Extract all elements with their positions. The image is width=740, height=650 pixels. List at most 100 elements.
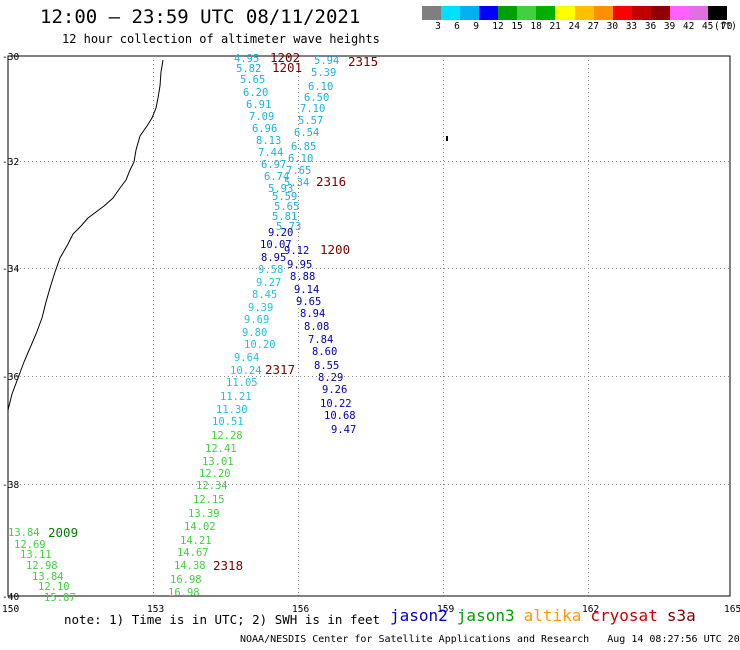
colorbar-swatch bbox=[574, 6, 594, 20]
grid-dot bbox=[308, 376, 309, 377]
grid-dot bbox=[124, 376, 125, 377]
grid-dot bbox=[588, 572, 589, 573]
grid-dot bbox=[298, 100, 299, 101]
grid-dot bbox=[443, 444, 444, 445]
grid-dot bbox=[20, 376, 21, 377]
grid-dot bbox=[420, 484, 421, 485]
grid-dot bbox=[332, 268, 333, 269]
grid-dot bbox=[412, 376, 413, 377]
grid-dot bbox=[180, 268, 181, 269]
grid-dot bbox=[336, 268, 337, 269]
grid-dot bbox=[298, 152, 299, 153]
grid-dot bbox=[104, 268, 105, 269]
grid-dot bbox=[548, 161, 549, 162]
wave-height-label: 6.50 bbox=[304, 92, 329, 104]
grid-dot bbox=[380, 376, 381, 377]
grid-dot bbox=[443, 548, 444, 549]
grid-dot bbox=[628, 376, 629, 377]
grid-dot bbox=[500, 268, 501, 269]
grid-dot bbox=[298, 312, 299, 313]
grid-dot bbox=[588, 508, 589, 509]
grid-dot bbox=[100, 484, 101, 485]
grid-dot bbox=[153, 128, 154, 129]
grid-dot bbox=[632, 268, 633, 269]
grid-dot bbox=[276, 161, 277, 162]
grid-dot bbox=[443, 164, 444, 165]
grid-dot bbox=[153, 228, 154, 229]
grid-dot bbox=[532, 161, 533, 162]
lat-label: -34 bbox=[2, 264, 19, 275]
wave-height-label: 12.28 bbox=[211, 430, 243, 442]
wave-height-label: 16.98 bbox=[170, 574, 202, 586]
grid-dot bbox=[298, 240, 299, 241]
grid-dot bbox=[588, 156, 589, 157]
grid-dot bbox=[64, 376, 65, 377]
grid-dot bbox=[576, 268, 577, 269]
grid-dot bbox=[180, 484, 181, 485]
grid-dot bbox=[204, 376, 205, 377]
grid-dot bbox=[298, 488, 299, 489]
grid-dot bbox=[556, 268, 557, 269]
grid-dot bbox=[588, 480, 589, 481]
grid-dot bbox=[116, 484, 117, 485]
grid-dot bbox=[36, 484, 37, 485]
grid-dot bbox=[153, 336, 154, 337]
grid-dot bbox=[404, 376, 405, 377]
grid-dot bbox=[508, 376, 509, 377]
grid-dot bbox=[588, 360, 589, 361]
grid-dot bbox=[298, 128, 299, 129]
grid-dot bbox=[568, 268, 569, 269]
grid-dot bbox=[704, 268, 705, 269]
grid-dot bbox=[298, 364, 299, 365]
grid-dot bbox=[412, 161, 413, 162]
grid-dot bbox=[148, 268, 149, 269]
satellite-legend: jason2 jason3 altika cryosat s3a bbox=[390, 606, 705, 625]
grid-dot bbox=[524, 484, 525, 485]
colorbar-swatch bbox=[631, 6, 651, 20]
grid-dot bbox=[443, 504, 444, 505]
grid-dot bbox=[280, 268, 281, 269]
lat-label: -38 bbox=[2, 480, 19, 491]
grid-dot bbox=[298, 300, 299, 301]
grid-dot bbox=[328, 268, 329, 269]
grid-dot bbox=[298, 476, 299, 477]
grid-dot bbox=[588, 288, 589, 289]
grid-dot bbox=[692, 376, 693, 377]
grid-dot bbox=[148, 161, 149, 162]
grid-dot bbox=[440, 161, 441, 162]
grid-dot bbox=[480, 161, 481, 162]
grid-dot bbox=[588, 584, 589, 585]
grid-dot bbox=[724, 268, 725, 269]
grid-dot bbox=[168, 376, 169, 377]
grid-dot bbox=[153, 68, 154, 69]
grid-dot bbox=[443, 104, 444, 105]
grid-dot bbox=[588, 356, 589, 357]
grid-dot bbox=[588, 512, 589, 513]
grid-dot bbox=[588, 348, 589, 349]
wave-height-label: 5.82 bbox=[236, 63, 261, 75]
grid-dot bbox=[112, 268, 113, 269]
grid-dot bbox=[153, 500, 154, 501]
grid-dot bbox=[588, 296, 589, 297]
grid-dot bbox=[688, 484, 689, 485]
grid-dot bbox=[153, 140, 154, 141]
grid-dot bbox=[298, 116, 299, 117]
wave-height-label: 14.38 bbox=[174, 560, 206, 572]
grid-dot bbox=[248, 484, 249, 485]
grid-dot bbox=[588, 320, 589, 321]
grid-dot bbox=[136, 161, 137, 162]
grid-dot bbox=[153, 356, 154, 357]
grid-dot bbox=[316, 484, 317, 485]
grid-dot bbox=[88, 484, 89, 485]
grid-dot bbox=[298, 124, 299, 125]
grid-dot bbox=[153, 184, 154, 185]
grid-dot bbox=[443, 592, 444, 593]
grid-dot bbox=[298, 264, 299, 265]
grid-dot bbox=[268, 484, 269, 485]
grid-dot bbox=[298, 108, 299, 109]
grid-dot bbox=[588, 448, 589, 449]
grid-dot bbox=[620, 376, 621, 377]
wave-height-label: 11.30 bbox=[216, 404, 248, 416]
grid-dot bbox=[153, 504, 154, 505]
grid-dot bbox=[368, 484, 369, 485]
